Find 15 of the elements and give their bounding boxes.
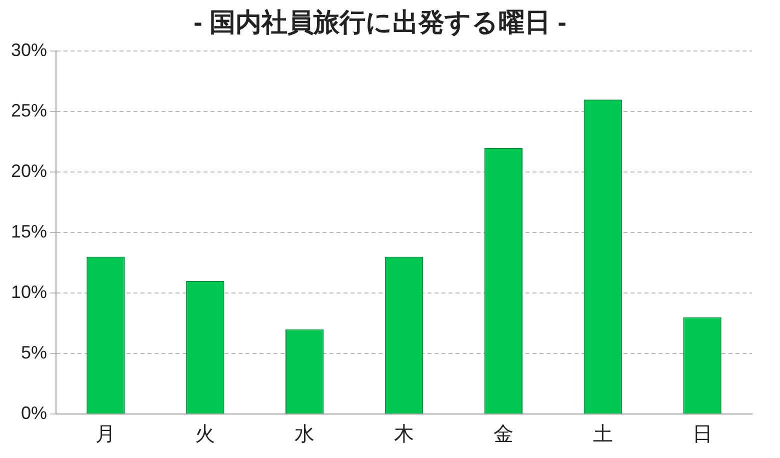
y-tick-label: 5%	[21, 342, 48, 362]
y-tick-label: 0%	[21, 402, 48, 423]
y-tick-label: 20%	[10, 161, 48, 182]
x-tick-label: 木	[394, 424, 414, 446]
x-tick-label: 水	[294, 424, 315, 446]
x-tick-label: 火	[195, 424, 216, 446]
x-tick-label: 日	[692, 424, 712, 446]
x-tick-label: 金	[493, 424, 514, 446]
chart-title: - 国内社員旅行に出発する曜日 -	[194, 6, 566, 37]
x-tick-label: 土	[592, 424, 613, 446]
x-tick-label: 月	[96, 424, 116, 446]
y-tick-label: 25%	[10, 100, 48, 121]
y-tick-label: 30%	[10, 40, 48, 60]
y-tick-label: 10%	[10, 282, 48, 302]
y-tick-label: 15%	[10, 222, 48, 242]
